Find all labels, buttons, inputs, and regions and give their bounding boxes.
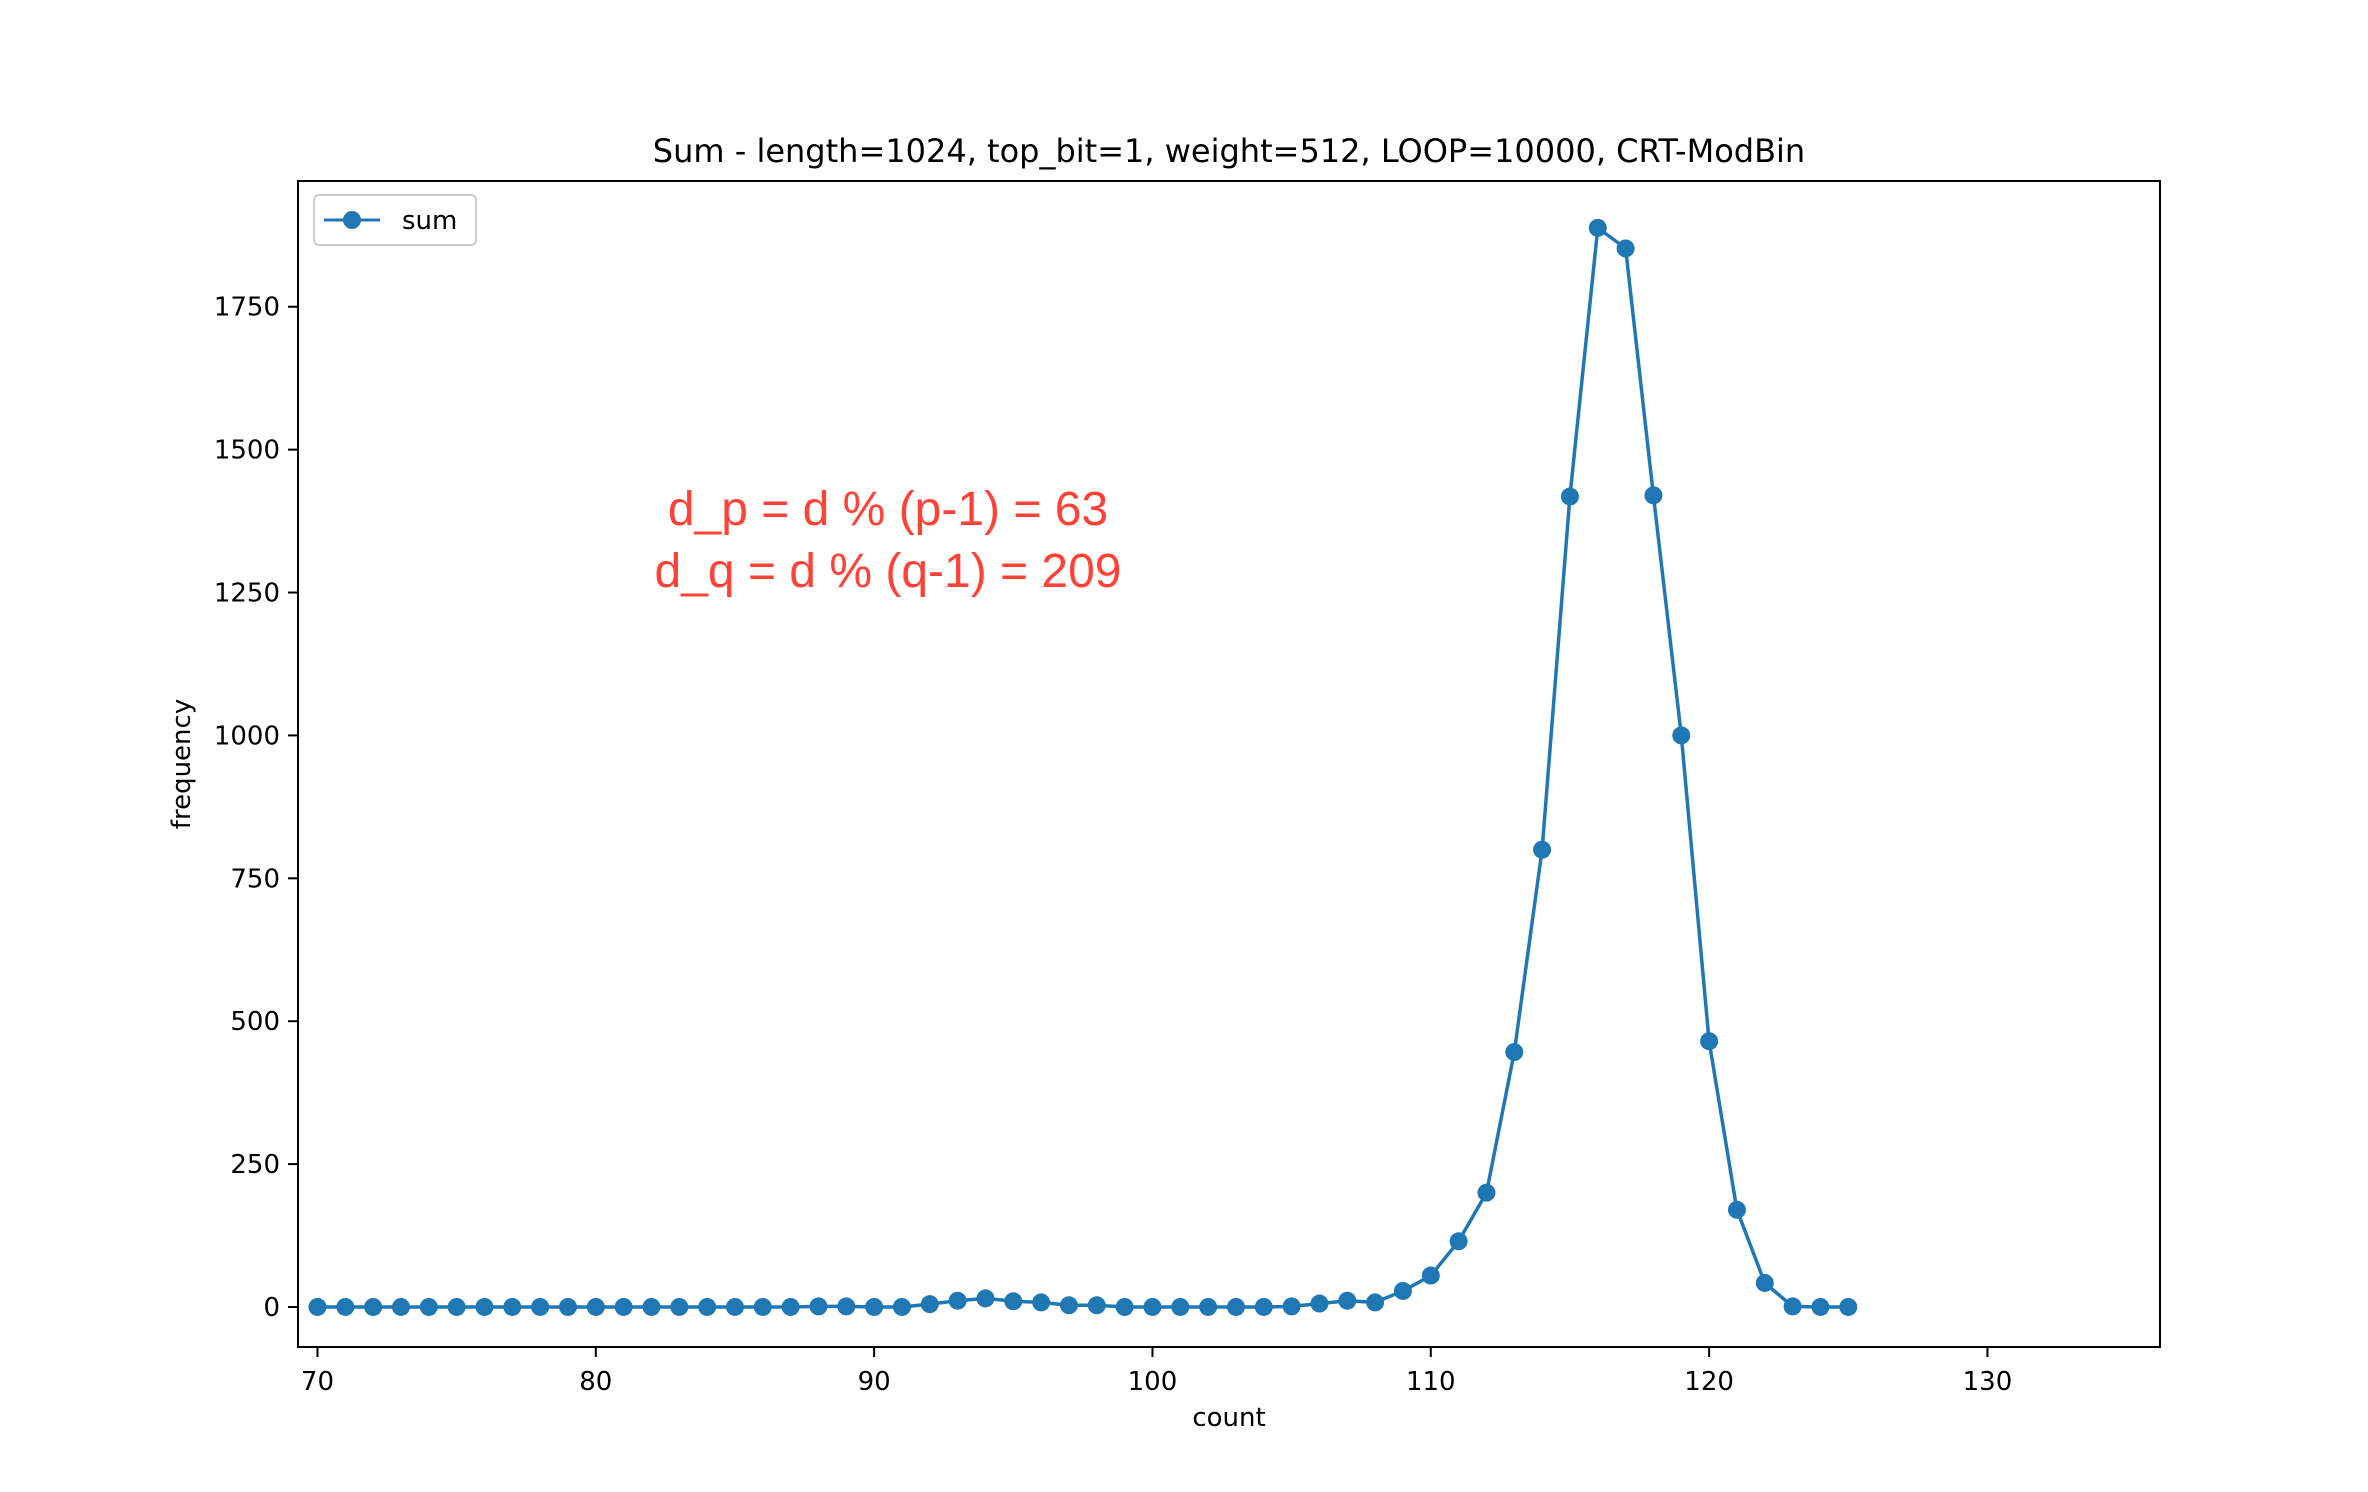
annotation-dq: d_q = d % (q-1) = 209 (655, 545, 1122, 598)
y-tick-label: 250 (230, 1150, 280, 1180)
data-point (1505, 1043, 1524, 1062)
data-point (1755, 1273, 1774, 1292)
y-tick-label: 1500 (214, 436, 280, 466)
data-point (1672, 726, 1691, 745)
data-point (1783, 1297, 1802, 1316)
data-point (1310, 1294, 1329, 1313)
y-tick-label: 750 (230, 864, 280, 894)
data-point (336, 1297, 355, 1316)
data-point (391, 1297, 410, 1316)
x-tick-label: 130 (1963, 1367, 2013, 1397)
data-point (1449, 1232, 1468, 1251)
annotation-block: d_p = d % (p-1) = 63 d_q = d % (q-1) = 2… (655, 483, 1122, 598)
data-point (725, 1297, 744, 1316)
data-point (558, 1297, 577, 1316)
x-tick-label: 70 (301, 1367, 334, 1397)
x-axis-label: count (1192, 1403, 1265, 1433)
data-point (1727, 1200, 1746, 1219)
data-point (1644, 486, 1663, 505)
data-point (1282, 1297, 1301, 1316)
data-point (614, 1297, 633, 1316)
data-point (1393, 1281, 1412, 1300)
data-point (698, 1297, 717, 1316)
y-tick-label: 0 (263, 1293, 280, 1323)
data-point (948, 1291, 967, 1310)
data-point (1004, 1292, 1023, 1311)
data-point (976, 1289, 995, 1308)
data-point (753, 1297, 772, 1316)
data-point (1616, 239, 1635, 258)
data-point (1338, 1291, 1357, 1310)
y-axis-label: frequency (167, 699, 197, 829)
x-tick-label: 120 (1684, 1367, 1734, 1397)
plot-series (308, 218, 1858, 1316)
data-point (1226, 1297, 1245, 1316)
x-tick-label: 100 (1128, 1367, 1178, 1397)
data-point (1199, 1297, 1218, 1316)
data-point (1171, 1297, 1190, 1316)
y-tick-label: 1000 (214, 721, 280, 751)
data-point (837, 1297, 856, 1316)
data-point (781, 1297, 800, 1316)
legend-label-sum: sum (402, 206, 457, 236)
data-point (1533, 840, 1552, 859)
data-point (475, 1297, 494, 1316)
plot-frame (297, 180, 2161, 1348)
data-point (865, 1297, 884, 1316)
data-point (1477, 1183, 1496, 1202)
data-point (670, 1297, 689, 1316)
legend-marker-swatch (343, 211, 361, 229)
data-point (1839, 1297, 1858, 1316)
data-point (419, 1297, 438, 1316)
annotation-dp: d_p = d % (p-1) = 63 (668, 483, 1108, 536)
data-point (920, 1295, 939, 1314)
data-point (892, 1297, 911, 1316)
data-point (1254, 1297, 1273, 1316)
y-tick-label: 1250 (214, 579, 280, 609)
axis-ticks: 70 80 90 100 110 120 130 0 250 500 750 1000 1250 1500… (214, 293, 2012, 1397)
data-point (1087, 1296, 1106, 1315)
data-point (308, 1297, 327, 1316)
x-tick-label: 90 (858, 1367, 891, 1397)
legend: sum (313, 194, 477, 246)
chart-title: Sum - length=1024, top_bit=1, weight=512… (653, 132, 1805, 170)
y-tick-label: 1750 (214, 293, 280, 323)
data-point (503, 1297, 522, 1316)
y-tick-label: 500 (230, 1007, 280, 1037)
data-point (447, 1297, 466, 1316)
data-point (1115, 1297, 1134, 1316)
data-point (1059, 1296, 1078, 1315)
data-point (1588, 218, 1607, 237)
legend-box (313, 194, 477, 246)
data-point (809, 1297, 828, 1316)
x-tick-label: 110 (1406, 1367, 1456, 1397)
x-tick-label: 80 (579, 1367, 612, 1397)
data-point (364, 1297, 383, 1316)
data-point (1366, 1293, 1385, 1312)
data-point (1700, 1032, 1719, 1051)
data-point (1143, 1297, 1162, 1316)
data-point (642, 1297, 661, 1316)
data-point (531, 1297, 550, 1316)
data-point (1560, 487, 1579, 506)
data-point (586, 1297, 605, 1316)
data-point (1421, 1266, 1440, 1285)
data-point (1032, 1293, 1051, 1312)
data-point (1811, 1297, 1830, 1316)
